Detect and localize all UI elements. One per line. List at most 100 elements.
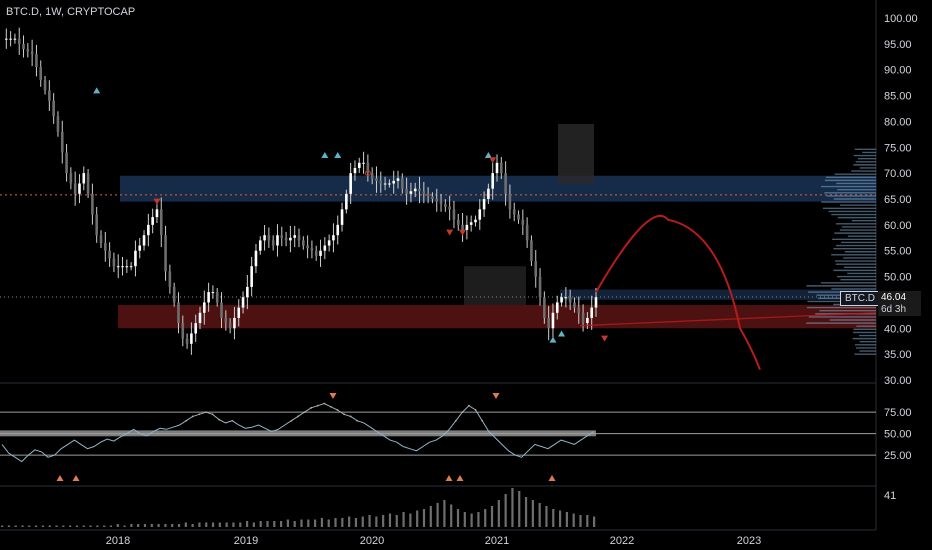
candle-body: [370, 173, 374, 179]
candle-countdown: 6d 3h: [878, 304, 921, 316]
candle-body: [327, 240, 331, 246]
candle-body: [99, 235, 103, 243]
volume-bar: [252, 522, 255, 527]
candle-body: [215, 292, 219, 303]
candle-body: [95, 214, 98, 236]
price-tick-label: 40.00: [884, 323, 912, 335]
candle-body: [289, 237, 292, 241]
price-tick-label: 100.00: [884, 13, 918, 25]
volume-bar: [143, 524, 147, 527]
volume-bar: [354, 518, 358, 527]
volume-bar: [341, 518, 344, 527]
volume-bar: [69, 525, 72, 527]
candle-body: [577, 307, 581, 313]
volume-bar: [28, 525, 31, 527]
candle-body: [293, 235, 296, 238]
candle-body: [48, 90, 51, 101]
candle-body: [405, 188, 408, 194]
candle-body: [349, 173, 352, 194]
candle-body: [35, 54, 38, 68]
candle-body: [17, 38, 21, 44]
volume-bar: [368, 515, 371, 527]
volume-bar: [402, 512, 405, 527]
candle-body: [203, 302, 206, 313]
rsi-overbought-point: [303, 411, 306, 414]
candle-body: [586, 317, 589, 324]
candle-body: [151, 217, 154, 225]
candle-body: [5, 38, 8, 40]
candle-body: [108, 250, 111, 259]
candle-body: [413, 188, 417, 192]
rsi-signal-marker: [329, 393, 337, 399]
volume-bar: [348, 516, 351, 527]
candle-body: [310, 248, 314, 251]
buy-signal-marker: [334, 152, 342, 159]
price-tick-label: 60.00: [884, 220, 912, 232]
candle-body: [73, 183, 77, 194]
rsi-overbought-point: [290, 419, 293, 422]
volume-bar: [48, 525, 51, 527]
candle-body: [426, 193, 430, 197]
rsi-overbought-point: [310, 406, 313, 409]
volume-bar: [361, 516, 364, 527]
candle-body: [65, 152, 68, 174]
volume-bar: [593, 516, 596, 527]
signal-circle: [364, 170, 371, 177]
time-tick-label: 2022: [610, 535, 634, 547]
volume-bar: [41, 525, 45, 527]
candle-body: [280, 235, 284, 238]
candle-body: [448, 206, 451, 210]
candle-body: [159, 209, 163, 236]
volume-bar: [511, 488, 514, 527]
candle-body: [332, 235, 335, 241]
volume-bar: [463, 512, 466, 527]
rsi-tick-label: 75.00: [884, 407, 912, 419]
candle-body: [340, 209, 344, 225]
volume-bar: [1, 525, 4, 527]
volume-bar: [545, 506, 548, 527]
volume-bar: [14, 525, 17, 527]
volume-bar: [416, 510, 419, 527]
candle-body: [508, 193, 512, 210]
candle-body: [306, 245, 309, 249]
candle-body: [60, 131, 64, 153]
candle-body: [379, 180, 383, 184]
candle-body: [504, 173, 507, 194]
volume-bar: [191, 524, 194, 527]
candle-body: [185, 338, 189, 344]
candle-body: [104, 242, 107, 251]
volume-bar: [198, 522, 201, 527]
volume-bar: [239, 522, 242, 527]
volume-bar: [150, 524, 153, 527]
volume-bar: [422, 509, 426, 527]
volume-bar: [572, 513, 575, 527]
candle-body: [525, 224, 529, 241]
candle-body: [500, 162, 503, 174]
rsi-overbought-point: [323, 402, 326, 405]
rsi-tick-label: 25.00: [884, 450, 912, 462]
volume-bar: [586, 515, 589, 527]
volume-bar: [320, 518, 324, 527]
volume-bar: [103, 525, 106, 527]
candle-body: [465, 224, 469, 231]
sell-signal-marker: [489, 157, 497, 164]
volume-bar: [429, 506, 432, 527]
candle-body: [530, 240, 533, 262]
chart-title: BTC.D, 1W, CRYPTOCAP: [6, 6, 136, 18]
candle-body: [594, 297, 598, 308]
volume-bar: [538, 503, 541, 527]
candle-body: [82, 173, 86, 184]
volume-bar: [395, 515, 398, 527]
volume-tick-label: 41: [884, 490, 896, 502]
volume-bar: [552, 509, 555, 527]
volume-bar: [273, 521, 276, 527]
volume-bar: [334, 518, 337, 527]
candle-body: [353, 167, 357, 174]
volume-bar: [443, 500, 446, 527]
volume-bar: [137, 524, 140, 527]
candle-body: [392, 180, 395, 184]
rsi-overbought-point: [454, 419, 457, 422]
candle-body: [388, 183, 391, 185]
rsi-overbought-point: [218, 418, 220, 421]
